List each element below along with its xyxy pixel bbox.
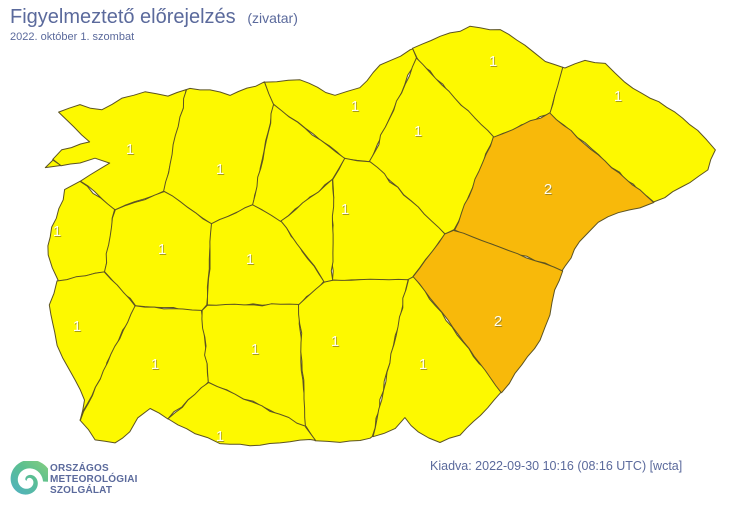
svg-text:1: 1 bbox=[351, 98, 359, 115]
svg-text:1: 1 bbox=[251, 341, 259, 358]
svg-text:1: 1 bbox=[331, 333, 339, 350]
svg-text:1: 1 bbox=[419, 356, 427, 373]
svg-text:1: 1 bbox=[53, 223, 61, 240]
svg-text:1: 1 bbox=[151, 356, 159, 373]
svg-text:1: 1 bbox=[489, 53, 497, 70]
svg-text:1: 1 bbox=[73, 318, 81, 335]
svg-text:2: 2 bbox=[494, 313, 502, 330]
svg-text:2: 2 bbox=[544, 181, 552, 198]
svg-text:1: 1 bbox=[216, 428, 224, 445]
svg-text:1: 1 bbox=[614, 88, 622, 105]
svg-text:1: 1 bbox=[126, 141, 134, 158]
svg-text:1: 1 bbox=[158, 241, 166, 258]
svg-text:1: 1 bbox=[216, 161, 224, 178]
svg-text:1: 1 bbox=[246, 251, 254, 268]
svg-text:1: 1 bbox=[414, 123, 422, 140]
svg-text:1: 1 bbox=[341, 201, 349, 218]
